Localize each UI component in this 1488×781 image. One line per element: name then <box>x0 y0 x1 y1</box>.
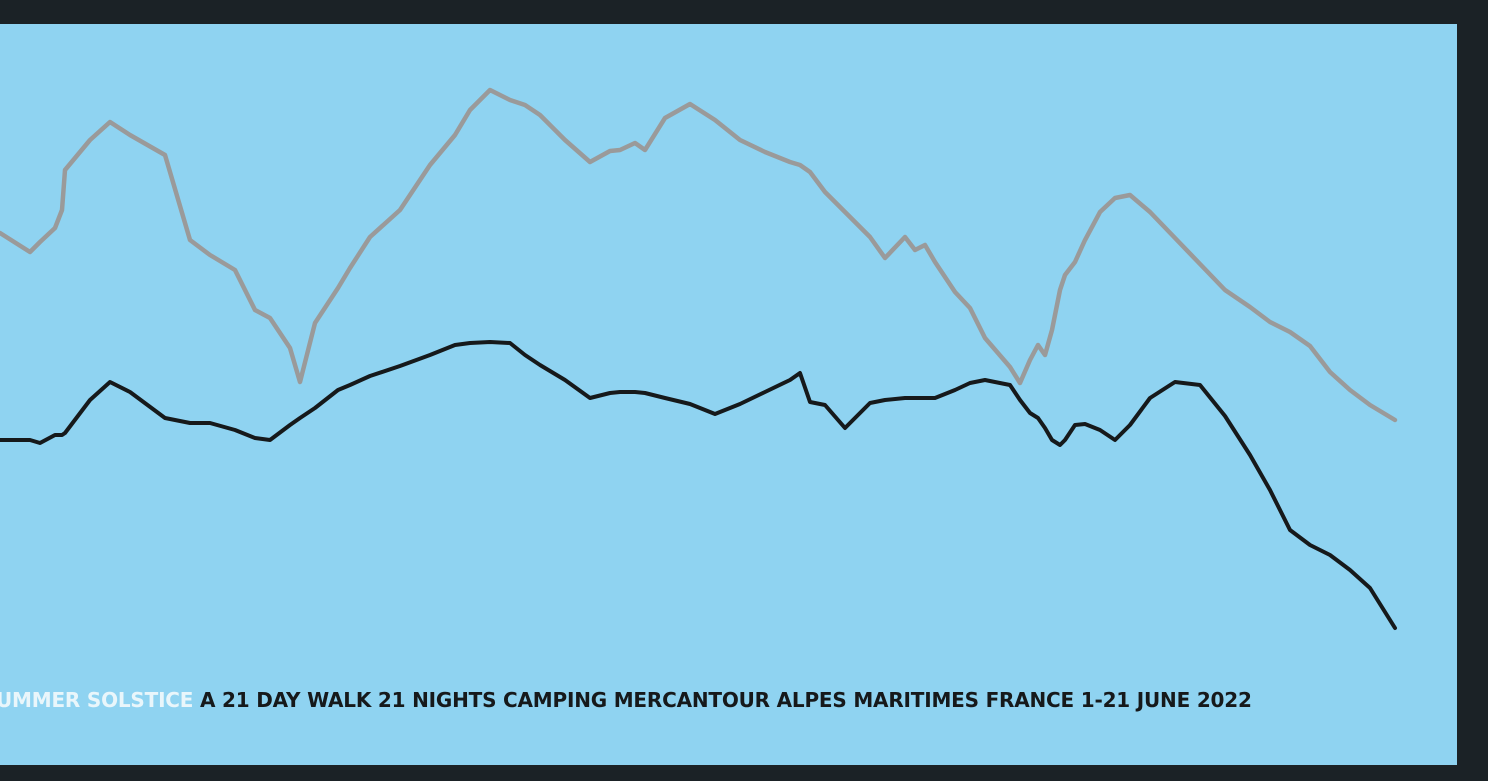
series-line-black <box>0 340 1397 630</box>
caption-highlight: UMMER SOLSTICE <box>0 688 194 712</box>
chart-panel: UMMER SOLSTICE A 21 DAY WALK 21 NIGHTS C… <box>0 24 1457 765</box>
poster-caption: UMMER SOLSTICE A 21 DAY WALK 21 NIGHTS C… <box>0 688 1456 712</box>
caption-text: A 21 DAY WALK 21 NIGHTS CAMPING MERCANTO… <box>200 688 1252 712</box>
elevation-chart <box>0 87 1398 630</box>
series-layer <box>0 87 1398 630</box>
series-line-grey <box>0 87 1398 423</box>
